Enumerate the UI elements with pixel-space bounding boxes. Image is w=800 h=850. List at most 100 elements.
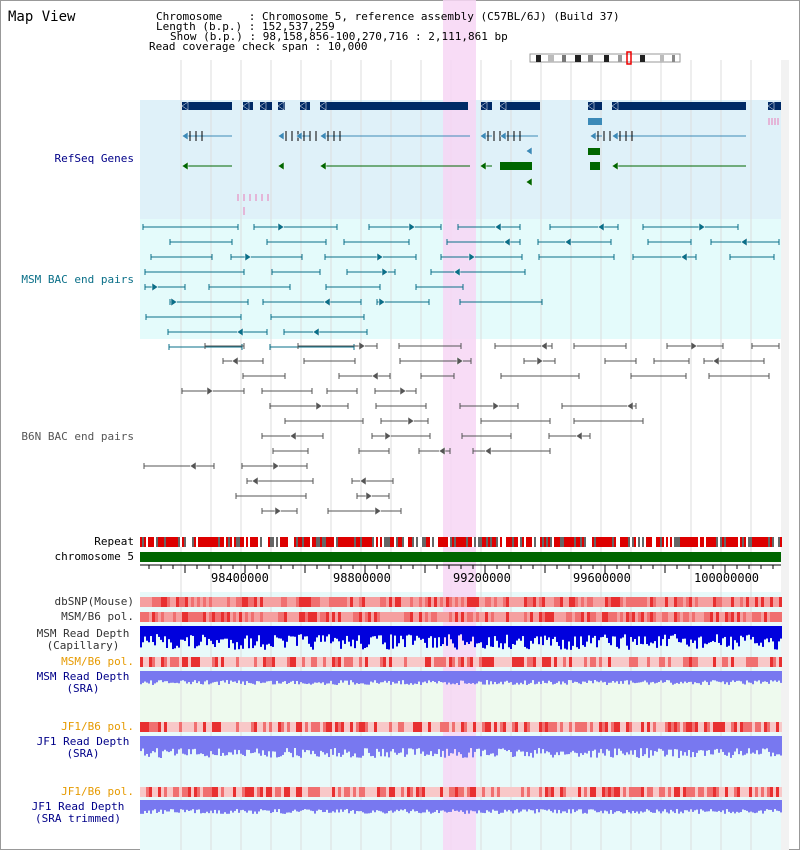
read-depth-bar [568, 671, 570, 681]
read-depth-bar [590, 800, 592, 810]
read-depth-bar [208, 800, 210, 814]
read-depth-bar [434, 626, 436, 638]
read-depth-bar [356, 626, 358, 641]
polymorphism-cell [407, 657, 410, 667]
read-depth-bar [384, 671, 386, 681]
polymorphism-cell [566, 597, 569, 607]
polymorphism-cell [221, 612, 224, 622]
read-depth-bar [152, 626, 154, 642]
read-depth-bar [416, 626, 418, 636]
polymorphism-cell [341, 612, 344, 622]
polymorphism-cell [686, 612, 689, 622]
read-depth-bar [192, 736, 194, 750]
read-depth-bar [642, 736, 644, 757]
read-depth-bar [252, 626, 254, 649]
repeat-segment [412, 537, 414, 547]
polymorphism-cell [710, 722, 713, 732]
read-depth-bar [718, 671, 720, 682]
read-depth-bar [214, 800, 216, 810]
repeat-segment [722, 537, 724, 547]
read-depth-bar [332, 736, 334, 755]
read-depth-bar [510, 736, 512, 752]
read-depth-bar [282, 626, 284, 641]
polymorphism-cell [179, 722, 182, 732]
gene-strand-arrow [315, 401, 323, 411]
repeat-segment [564, 537, 566, 547]
polymorphism-cell [158, 722, 161, 732]
read-depth-bar [294, 671, 296, 685]
read-depth-bar [708, 736, 710, 751]
read-depth-bar [376, 736, 378, 749]
read-depth-bar [442, 800, 444, 811]
read-depth-bar [570, 626, 572, 650]
gene-strand-arrow [484, 446, 492, 456]
polymorphism-cell [347, 657, 350, 667]
polymorphism-cell [215, 787, 218, 797]
polymorphism-cell [464, 722, 467, 732]
polymorphism-cell [731, 722, 734, 732]
read-depth-bar [488, 626, 490, 638]
polymorphism-cell [761, 612, 764, 622]
read-depth-bar [554, 671, 556, 684]
read-depth-bar [440, 800, 442, 811]
polymorphism-cell [209, 787, 212, 797]
read-depth-bar [374, 671, 376, 681]
read-depth-bar [482, 800, 484, 813]
read-depth-bar [310, 800, 312, 811]
read-depth-bar [712, 626, 714, 641]
polymorphism-cell [665, 612, 668, 622]
read-depth-bar [534, 736, 536, 751]
read-depth-bar [562, 736, 564, 752]
read-depth-bar [198, 626, 200, 646]
polymorphism-cell [287, 612, 290, 622]
polymorphism-cell [650, 612, 653, 622]
polymorphism-cell [743, 787, 746, 797]
polymorphism-cell [605, 787, 608, 797]
repeat-segment [600, 537, 602, 547]
read-depth-bar [746, 800, 748, 811]
read-depth-bar [474, 800, 476, 812]
repeat-segment [166, 537, 168, 547]
gene-strand-arrow [698, 222, 706, 232]
read-depth-bar [360, 626, 362, 644]
read-depth-bar [556, 736, 558, 753]
polymorphism-cell [710, 657, 713, 667]
read-depth-bar [672, 626, 674, 636]
read-depth-bar [406, 736, 408, 755]
polymorphism-cell [752, 657, 755, 667]
polymorphism-cell [701, 612, 704, 622]
polymorphism-cell [236, 612, 239, 622]
read-depth-bar [714, 626, 716, 643]
polymorphism-cell [596, 612, 599, 622]
polymorphism-cell [569, 657, 572, 667]
read-depth-bar [536, 671, 538, 684]
polymorphism-cell [263, 597, 266, 607]
read-depth-bar [242, 800, 244, 810]
read-depth-bar [684, 626, 686, 639]
polymorphism-cell [446, 612, 449, 622]
read-depth-bar [702, 626, 704, 648]
polymorphism-cell [203, 612, 206, 622]
repeat-segment [378, 537, 380, 547]
polymorphism-cell [608, 612, 611, 622]
read-depth-bar [468, 800, 470, 814]
polymorphism-cell [713, 612, 716, 622]
polymorphism-cell [611, 787, 614, 797]
repeat-segment [760, 537, 762, 547]
read-depth-bar [442, 626, 444, 645]
polymorphism-cell [683, 612, 686, 622]
read-depth-bar [750, 800, 752, 812]
polymorphism-cell [593, 722, 596, 732]
read-depth-bar [436, 671, 438, 684]
read-depth-bar [632, 736, 634, 755]
read-depth-bar [416, 736, 418, 749]
read-depth-bar [256, 671, 258, 682]
repeat-segment [518, 537, 520, 547]
read-depth-bar [326, 800, 328, 810]
repeat-segment [374, 537, 376, 547]
polymorphism-cell [773, 597, 776, 607]
read-depth-bar [232, 626, 234, 644]
polymorphism-cell [467, 722, 470, 732]
polymorphism-cell [650, 657, 653, 667]
